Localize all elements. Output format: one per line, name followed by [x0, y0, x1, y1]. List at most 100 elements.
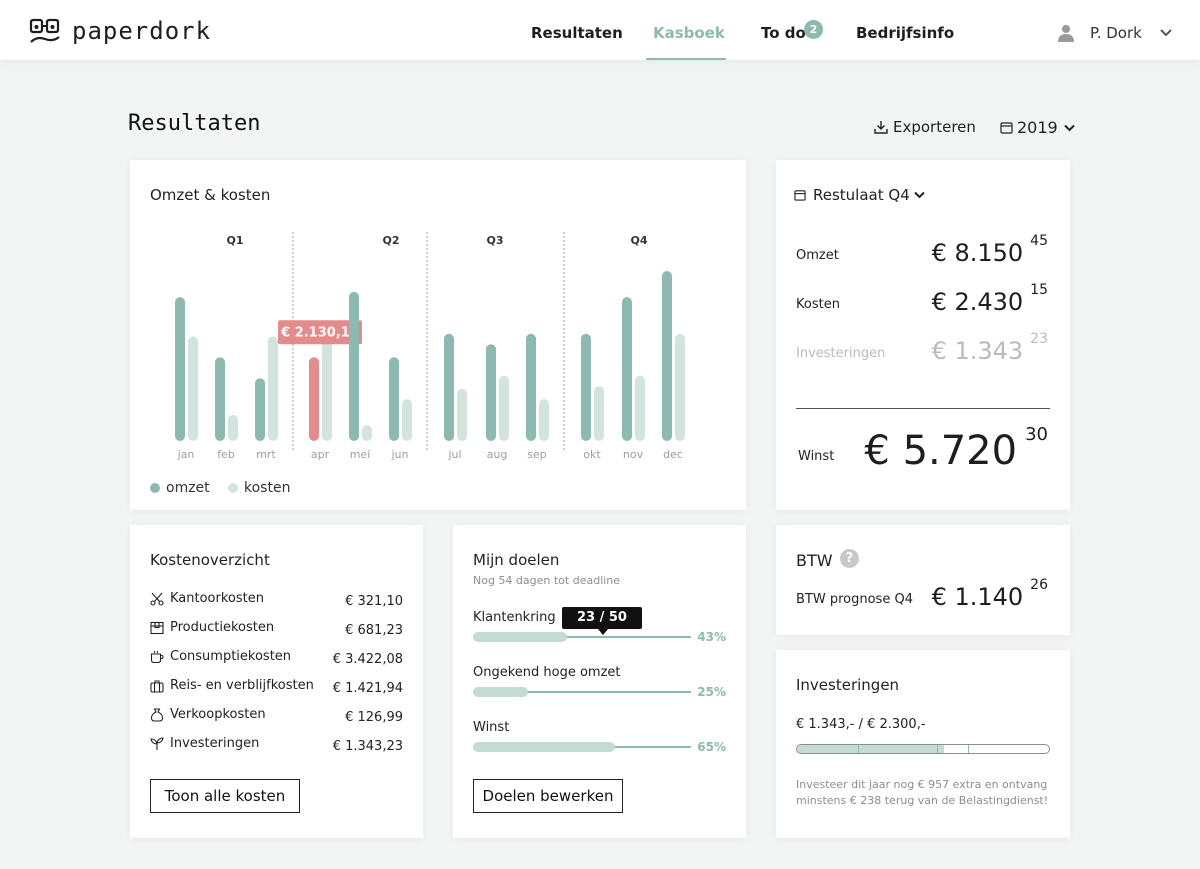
user-icon: [1058, 25, 1074, 42]
goal-label-omzet: Ongekend hoge omzet: [473, 665, 621, 680]
kosten-item-value: € 1.343,23: [332, 739, 403, 754]
nav-bedrijfsinfo[interactable]: Bedrijfsinfo: [856, 24, 955, 42]
kosten-item-productiekosten: Productiekosten € 681,23: [150, 620, 403, 640]
export-button[interactable]: Exporteren: [874, 118, 976, 136]
nav-kasboek[interactable]: Kasboek: [653, 24, 725, 42]
paperdork-logo-icon: [29, 18, 60, 43]
goal-bar-omzet[interactable]: [473, 687, 691, 697]
btw-amount-main: € 1.140: [931, 583, 1024, 611]
kosten-item-value: € 126,99: [345, 710, 403, 725]
goal-pct-winst: 65%: [697, 740, 726, 754]
omzet-label: Omzet: [796, 248, 839, 263]
kosten-bar-mrt: [268, 336, 278, 441]
doelen-bewerken-button[interactable]: Doelen bewerken: [473, 779, 623, 813]
kosten-amount: € 2.430 15: [932, 282, 1048, 316]
active-nav-indicator: [646, 58, 726, 60]
investeringen-label: Investeringen: [796, 346, 886, 361]
kosten-bar-dec: [675, 333, 685, 441]
legend-omzet: omzet: [150, 480, 210, 496]
calendar-icon: [794, 190, 806, 201]
kosten-item-label: Verkoopkosten: [170, 707, 266, 722]
month-label: jul: [447, 448, 461, 461]
omzet-bar-feb: [215, 357, 225, 441]
chart-title: Omzet & kosten: [150, 186, 271, 204]
omzet-amount-cents: 45: [1030, 232, 1048, 249]
kosten-item-value: € 321,10: [345, 594, 403, 609]
legend-kosten-swatch: [228, 483, 238, 493]
winst-amount: € 5.720 30: [864, 424, 1048, 474]
goal-pct-klantenkring: 43%: [697, 630, 726, 644]
legend-omzet-swatch: [150, 483, 160, 493]
user-name: P. Dork: [1090, 24, 1142, 42]
value-tooltip-label: € 2.130,10: [280, 325, 359, 340]
progress-segment-divider: [858, 745, 859, 753]
kosten-bar-apr: [322, 329, 332, 441]
toon-alle-kosten-button[interactable]: Toon alle kosten: [150, 779, 300, 813]
month-label: aug: [487, 448, 508, 461]
mijn-doelen-card: Mijn doelen Nog 54 dagen tot deadline Kl…: [453, 525, 746, 838]
page-title: Resultaten: [128, 111, 261, 136]
goal-bar-winst[interactable]: [473, 742, 691, 752]
kosten-item-verkoopkosten: Verkoopkosten € 126,99: [150, 707, 403, 727]
winst-amount-cents: 30: [1025, 423, 1048, 445]
kosten-item-kantoorkosten: Kantoorkosten € 321,10: [150, 591, 403, 611]
year-selector[interactable]: 2019: [1000, 118, 1075, 137]
kosten-bar-jan: [188, 336, 198, 441]
logo-text: paperdork: [72, 17, 212, 45]
help-icon[interactable]: ?: [840, 549, 859, 568]
omzet-bar-sep: [526, 333, 536, 441]
month-label: okt: [583, 448, 601, 461]
btw-amount-cents: 26: [1030, 576, 1048, 593]
resultaat-card: Restulaat Q4 Omzet € 8.150 45 Kosten € 2.…: [776, 160, 1070, 510]
kosten-label: Kosten: [796, 297, 840, 312]
box-icon: [150, 621, 164, 635]
month-label: jan: [177, 448, 195, 461]
value-tooltip: [278, 320, 362, 345]
omzet-amount-main: € 8.150: [931, 239, 1024, 267]
download-icon: [874, 121, 888, 134]
goal-progress-tooltip: 23 / 50: [562, 607, 642, 635]
omzet-kosten-chart: Q1 Q2 Q3 Q4 jan feb mrt apr € 2.130,10 mei jun jul a…: [175, 232, 685, 461]
kosten-bar-jul: [457, 388, 467, 441]
omzet-bar-jun: [389, 357, 399, 441]
investeringen-tip: Investeer dit jaar nog € 957 extra en on…: [796, 778, 1049, 807]
investeringen-progress-fill: [797, 745, 944, 753]
month-label: mei: [350, 448, 371, 461]
legend-omzet-label: omzet: [166, 480, 210, 496]
kosten-item-label: Reis- en verblijfkosten: [170, 678, 314, 693]
calendar-icon: [1000, 122, 1013, 134]
omzet-bar-mei: [349, 291, 359, 441]
btw-card: BTW ? BTW prognose Q4 € 1.140 26: [776, 525, 1070, 635]
winst-label: Winst: [798, 449, 835, 464]
goal-bar-klantenkring[interactable]: [473, 632, 691, 642]
money-bag-icon: [150, 708, 164, 722]
kosten-item-value: € 3.422,08: [332, 652, 403, 667]
top-navigation-bar: paperdork Resultaten Kasboek To do's 2 B…: [0, 0, 1200, 60]
omzet-amount: € 8.150 45: [931, 233, 1048, 267]
month-label: feb: [217, 448, 235, 461]
progress-segment-divider: [968, 745, 969, 753]
period-selector[interactable]: Restulaat Q4: [794, 186, 925, 204]
kosten-bar-feb: [228, 414, 238, 441]
logo[interactable]: paperdork: [29, 15, 211, 47]
kosten-item-label: Consumptiekosten: [170, 649, 292, 664]
result-divider: [796, 408, 1050, 409]
investeringen-amount-cents: 23: [1030, 330, 1048, 347]
nav-resultaten[interactable]: Resultaten: [531, 24, 623, 42]
doelen-title: Mijn doelen: [473, 551, 560, 569]
user-menu[interactable]: P. Dork: [1058, 24, 1172, 42]
kosten-item-value: € 681,23: [345, 623, 403, 638]
todo-count-badge: 2: [804, 20, 823, 39]
investeringen-amount: € 1.343 23: [932, 331, 1048, 365]
btw-title: BTW: [796, 551, 833, 570]
investeringen-card: Investeringen € 1.343,- / € 2.300,- Inve…: [776, 650, 1070, 838]
chevron-down-icon: [914, 191, 925, 199]
omzet-bar-apr: [309, 357, 319, 441]
period-label: Restulaat Q4: [813, 186, 910, 204]
month-label: sep: [527, 448, 546, 461]
month-label: jun: [391, 448, 409, 461]
kosten-item-label: Investeringen: [170, 736, 260, 751]
btw-amount: € 1.140 26: [931, 577, 1048, 611]
omzet-bar-nov: [622, 297, 632, 441]
progress-segment-divider: [937, 745, 938, 753]
